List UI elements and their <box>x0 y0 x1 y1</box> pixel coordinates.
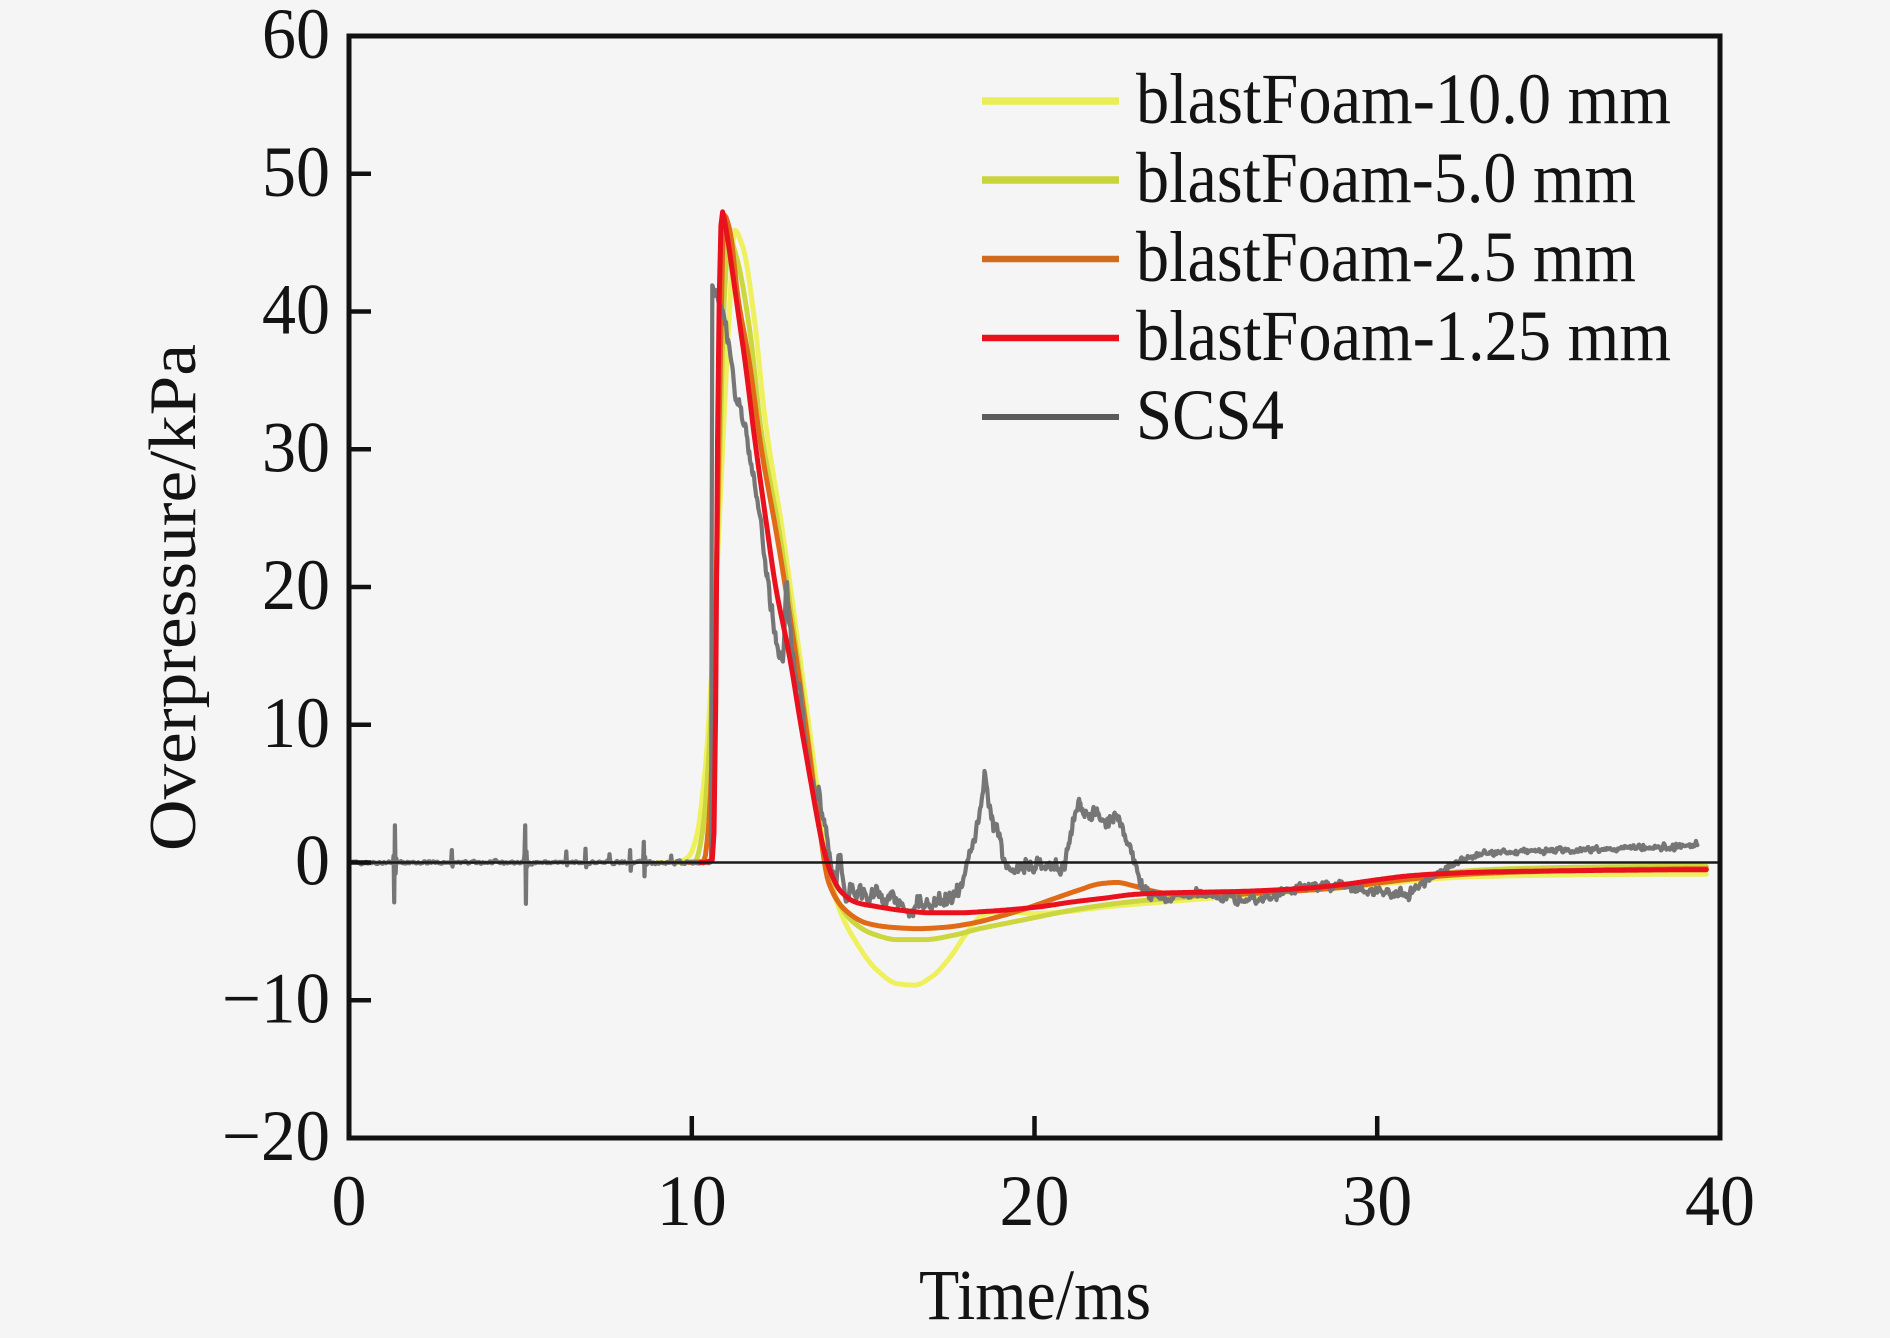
svg-text:20: 20 <box>1000 1161 1070 1241</box>
svg-text:blastFoam-2.5 mm: blastFoam-2.5 mm <box>1136 217 1636 297</box>
svg-text:50: 50 <box>262 132 330 212</box>
svg-text:−20: −20 <box>222 1096 330 1176</box>
svg-text:10: 10 <box>262 683 330 763</box>
svg-text:Overpressure/kPa: Overpressure/kPa <box>136 344 210 851</box>
svg-text:Time/ms: Time/ms <box>919 1255 1151 1335</box>
svg-text:blastFoam-10.0 mm: blastFoam-10.0 mm <box>1136 59 1671 139</box>
svg-text:40: 40 <box>1685 1161 1755 1241</box>
svg-text:blastFoam-5.0 mm: blastFoam-5.0 mm <box>1136 138 1636 218</box>
svg-text:0: 0 <box>295 821 330 901</box>
svg-text:30: 30 <box>262 407 330 487</box>
svg-text:40: 40 <box>262 270 330 350</box>
svg-text:0: 0 <box>332 1161 367 1241</box>
svg-text:SCS4: SCS4 <box>1136 375 1284 455</box>
svg-text:blastFoam-1.25 mm: blastFoam-1.25 mm <box>1136 296 1671 376</box>
svg-text:10: 10 <box>657 1161 727 1241</box>
svg-text:60: 60 <box>262 0 330 74</box>
svg-text:30: 30 <box>1342 1161 1412 1241</box>
svg-text:20: 20 <box>262 545 330 625</box>
svg-text:−10: −10 <box>222 958 330 1038</box>
